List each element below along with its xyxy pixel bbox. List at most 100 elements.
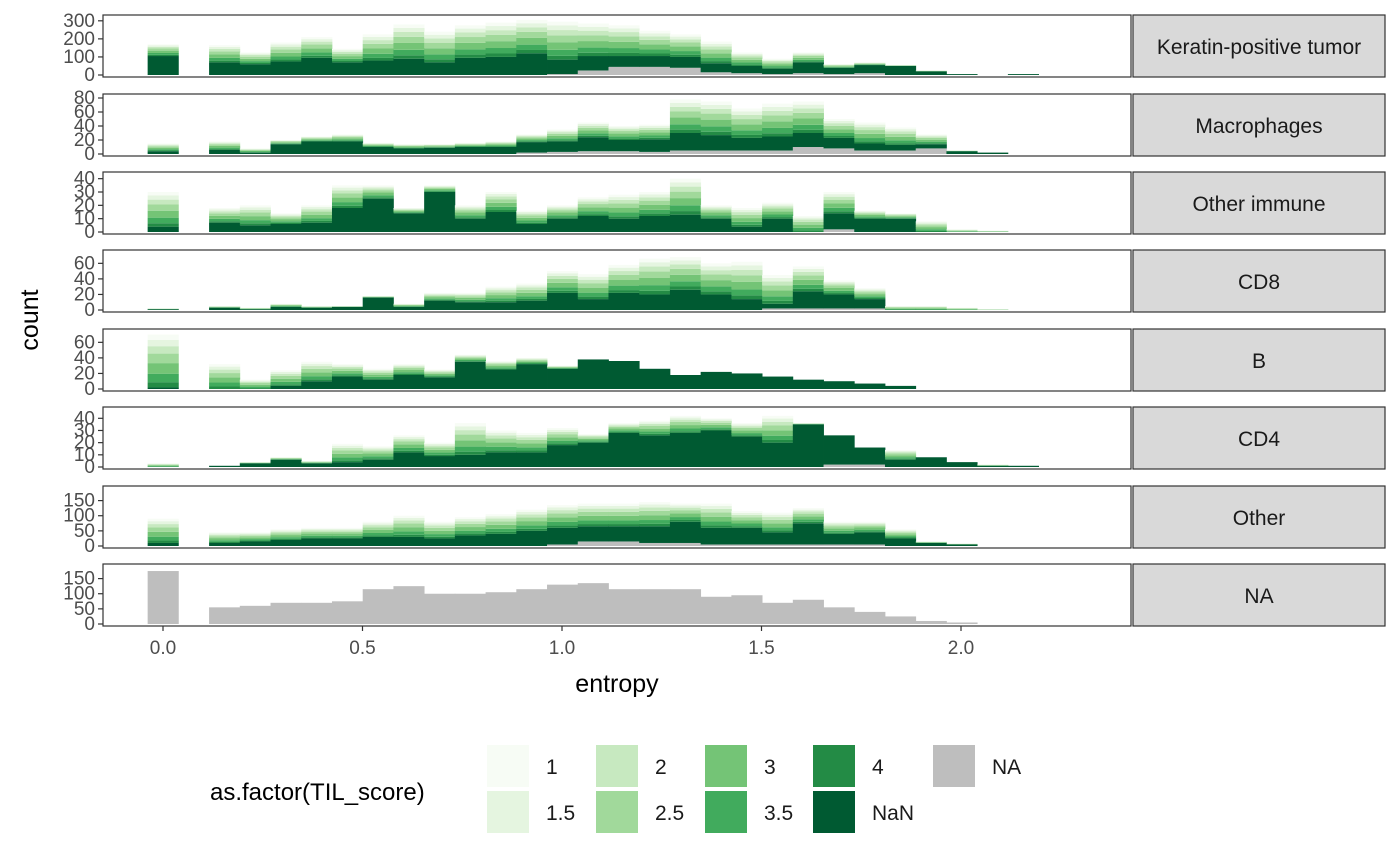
y-tick-label: 100 <box>63 506 95 527</box>
histogram-bar-segment <box>915 308 947 310</box>
histogram-bar-segment <box>823 281 855 284</box>
histogram-bar-segment <box>639 135 671 138</box>
histogram-bar-segment <box>946 74 978 75</box>
histogram-bar-segment <box>147 147 179 150</box>
histogram-bar-segment <box>577 583 609 624</box>
histogram-bar-segment <box>301 527 333 529</box>
histogram-bar-segment <box>547 217 579 219</box>
histogram-bar-segment <box>485 146 517 147</box>
histogram-bar-segment <box>239 56 271 59</box>
histogram-bar-segment <box>454 297 486 300</box>
histogram-bar-segment <box>393 58 425 75</box>
legend-label: 4 <box>872 756 884 779</box>
histogram-bar-segment <box>270 144 302 154</box>
histogram-bar-segment <box>577 204 609 208</box>
histogram-bar-segment <box>331 135 364 137</box>
histogram-bar-segment <box>854 531 886 533</box>
facet-strip <box>1132 406 1386 470</box>
y-tick-label: 0 <box>84 614 95 635</box>
histogram-bar-segment <box>608 126 640 128</box>
histogram-bar-segment <box>454 144 486 146</box>
histogram-bar-segment <box>639 502 671 505</box>
histogram-bar-segment <box>915 227 947 230</box>
histogram-bar-segment <box>577 505 609 509</box>
facet-strip-label: Other immune <box>1192 193 1325 216</box>
histogram-bar-segment <box>823 136 855 138</box>
histogram-bar-segment <box>485 147 517 154</box>
histogram-bar-segment <box>823 530 855 533</box>
histogram-bar-segment <box>854 544 886 546</box>
histogram-bar-segment <box>362 186 394 189</box>
histogram-bar-segment <box>516 511 548 515</box>
y-tick-label: 0 <box>84 300 95 321</box>
histogram-bar-segment <box>608 136 640 139</box>
histogram-bar-segment <box>331 136 364 139</box>
histogram-bar-segment <box>424 456 456 467</box>
histogram-bar-segment <box>669 260 702 265</box>
histogram-bar-segment <box>731 57 763 60</box>
histogram-bar-segment <box>516 287 548 290</box>
histogram-bar-segment <box>547 133 579 136</box>
histogram-bar-segment <box>854 524 886 526</box>
histogram-bar-segment <box>516 283 548 286</box>
histogram-bar-segment <box>884 213 917 214</box>
histogram-bar-segment <box>424 145 456 147</box>
histogram-bar-segment <box>884 214 917 216</box>
histogram-bar-segment <box>362 48 394 54</box>
histogram-bar-segment <box>424 297 456 299</box>
histogram-bar-segment <box>454 210 486 213</box>
histogram-bar-segment <box>547 141 579 152</box>
histogram-bar-segment <box>854 299 886 309</box>
histogram-bar-segment <box>424 48 456 55</box>
histogram-bar-segment <box>915 620 947 624</box>
histogram-bar-segment <box>209 142 241 144</box>
histogram-bar-segment <box>301 207 333 210</box>
histogram-bar-segment <box>331 62 364 75</box>
histogram-bar-segment <box>577 292 609 297</box>
histogram-bar-segment <box>884 532 917 535</box>
histogram-bar-segment <box>209 143 241 145</box>
histogram-bar-segment <box>792 104 824 109</box>
histogram-bar-segment <box>424 370 456 372</box>
histogram-bar-segment <box>547 431 579 435</box>
histogram-bar-segment <box>516 23 548 28</box>
histogram-bar-segment <box>608 197 640 200</box>
histogram-bar-segment <box>639 137 671 140</box>
histogram-bar-segment <box>424 300 456 310</box>
histogram-bar-segment <box>209 145 241 148</box>
histogram-bar-segment <box>669 191 702 199</box>
histogram-bar-segment <box>147 542 179 546</box>
histogram-bar-segment <box>454 361 486 362</box>
histogram-bar-segment <box>147 571 179 624</box>
histogram-bar-segment <box>700 126 732 132</box>
histogram-bar-segment <box>731 424 763 427</box>
histogram-bar-segment <box>516 134 548 136</box>
histogram-bar-segment <box>639 53 671 57</box>
histogram-bar-segment <box>823 119 855 121</box>
histogram-bar-segment <box>762 115 794 122</box>
legend: as.factor(TIL_score) 1 1.5 2 2.5 3 3.5 4 NaN NA <box>210 745 1021 833</box>
histogram-bar-segment <box>239 152 271 154</box>
histogram-bar-segment <box>270 141 302 143</box>
histogram-bar-segment <box>608 36 640 42</box>
histogram-bar-segment <box>547 517 579 522</box>
histogram-bar-segment <box>331 450 364 454</box>
histogram-bar-segment <box>547 21 579 26</box>
histogram-bar-segment <box>577 274 609 277</box>
histogram-bar-segment <box>700 206 732 209</box>
histogram-bar-segment <box>331 61 364 63</box>
histogram-bar-segment <box>608 48 640 53</box>
histogram-bar-segment <box>270 219 302 222</box>
histogram-bar-segment <box>147 363 179 374</box>
histogram-bar-segment <box>454 143 486 145</box>
histogram-bar-segment <box>516 361 548 363</box>
histogram-bar-segment <box>209 45 241 47</box>
histogram-bar-segment <box>301 209 333 212</box>
histogram-bar-segment <box>639 368 671 389</box>
histogram-bar-segment <box>331 135 364 136</box>
histogram-bar-segment <box>577 70 609 75</box>
histogram-bar-segment <box>731 212 763 215</box>
histogram-bar-segment <box>700 53 732 58</box>
histogram-bar-segment <box>393 305 425 307</box>
